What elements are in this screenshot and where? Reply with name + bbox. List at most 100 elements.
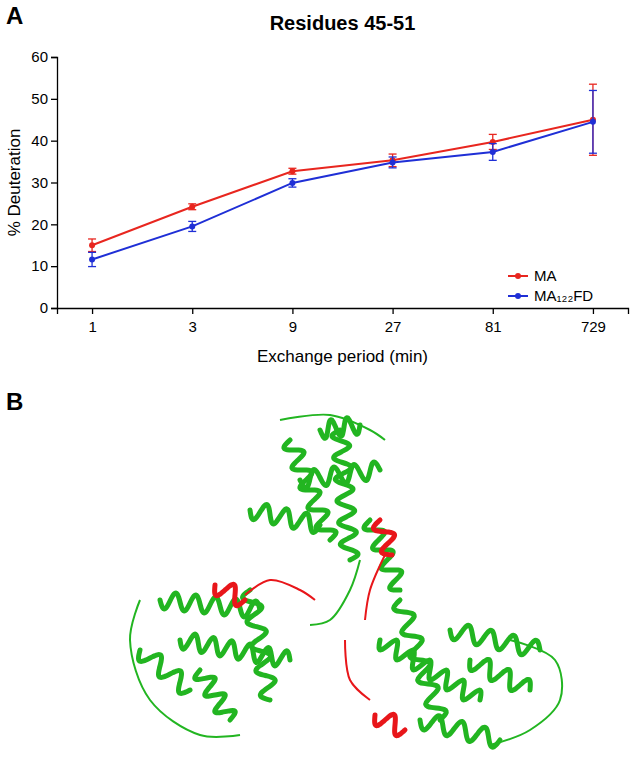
y-tick: 10 (31, 257, 57, 274)
series-line (92, 120, 593, 246)
error-bar (188, 221, 196, 231)
y-tick: 20 (31, 216, 57, 233)
y-tick-mark (51, 308, 57, 309)
y-axis: 0102030405060 (31, 48, 57, 316)
y-tick-mark (51, 57, 57, 58)
data-point (590, 119, 596, 125)
error-cap (88, 266, 96, 267)
error-cap (188, 231, 196, 232)
error-cap (88, 252, 96, 253)
x-tick: 1 (88, 308, 96, 335)
y-tick: 50 (31, 90, 57, 107)
error-cap (88, 238, 96, 239)
x-axis-title: Exchange period (min) (257, 347, 428, 366)
error-bar (389, 157, 397, 168)
x-tick-mark (593, 308, 594, 314)
loop (490, 640, 562, 745)
error-bar (389, 154, 397, 167)
loop (280, 415, 385, 440)
loop (365, 555, 385, 620)
error-cap (589, 90, 597, 91)
y-tick-label: 0 (40, 299, 48, 316)
error-bar (88, 239, 96, 252)
error-cap (389, 153, 397, 154)
legend: MA MA₁₂₂FD (508, 267, 593, 304)
panel-label: B (6, 388, 23, 415)
helix (470, 659, 531, 690)
series-line (92, 122, 593, 260)
error-bar (188, 204, 196, 210)
helix (250, 505, 320, 533)
helix (139, 650, 190, 693)
y-tick-label: 20 (31, 216, 48, 233)
y-tick: 40 (31, 132, 57, 149)
loop (310, 560, 360, 625)
x-tick-mark (392, 308, 393, 314)
figure: AResidues 45-5101020304050601392781729Ex… (0, 0, 633, 764)
x-tick: 9 (289, 308, 297, 335)
error-cap (389, 156, 397, 157)
legend-label: MA (534, 267, 557, 284)
data-point (490, 139, 496, 145)
y-tick-mark (51, 224, 57, 225)
data-point (189, 223, 195, 229)
data-point (289, 168, 295, 174)
error-cap (489, 134, 497, 135)
error-cap (589, 153, 597, 154)
legend-item: MA₁₂₂FD (508, 287, 593, 304)
legend-marker (515, 293, 521, 299)
legend-marker (515, 273, 521, 279)
legend-item: MA (508, 267, 557, 284)
helix (373, 520, 394, 555)
data-point (89, 256, 95, 262)
y-tick-label: 60 (31, 48, 48, 65)
helix (195, 670, 236, 720)
x-tick-label: 1 (88, 318, 96, 335)
loop (130, 600, 240, 737)
protein-structure (130, 415, 562, 748)
helix (215, 584, 245, 605)
error-bar (589, 84, 597, 155)
y-tick-mark (51, 182, 57, 183)
loop (245, 580, 315, 600)
panel-label: A (6, 2, 23, 29)
loop (345, 640, 370, 700)
data-point (189, 204, 195, 210)
error-bar (489, 144, 497, 161)
x-tick-mark (192, 308, 193, 314)
helix (375, 714, 405, 735)
helix (320, 418, 360, 439)
error-bar (88, 252, 96, 266)
error-cap (288, 186, 296, 187)
x-tick: 3 (189, 308, 197, 335)
chart-title: Residues 45-51 (270, 12, 416, 34)
x-tick: 27 (385, 308, 402, 335)
error-cap (389, 167, 397, 168)
data-point (89, 242, 95, 248)
error-bar (288, 179, 296, 187)
x-tick-label: 81 (485, 318, 502, 335)
x-axis: 1 3 9 27 81 729 (58, 308, 629, 335)
y-tick-mark (51, 99, 57, 100)
helix (300, 462, 380, 488)
y-axis-title: % Deuteration (5, 129, 24, 237)
helix (420, 716, 500, 747)
data-point (390, 159, 396, 165)
helix (332, 430, 358, 560)
y-tick: 0 (40, 299, 57, 316)
x-tick-mark (292, 308, 293, 314)
helix (180, 634, 290, 666)
x-tick: 729 (581, 308, 606, 335)
x-tick-label: 3 (189, 318, 197, 335)
error-cap (589, 84, 597, 85)
helix (450, 625, 540, 655)
y-tick-mark (51, 266, 57, 267)
x-axis-line (58, 309, 629, 315)
y-tick-mark (51, 141, 57, 142)
helix (364, 520, 402, 590)
error-bar (288, 168, 296, 174)
data-point (289, 180, 295, 186)
x-tick-label: 9 (289, 318, 297, 335)
error-bar (589, 90, 597, 153)
y-tick: 60 (31, 48, 57, 65)
